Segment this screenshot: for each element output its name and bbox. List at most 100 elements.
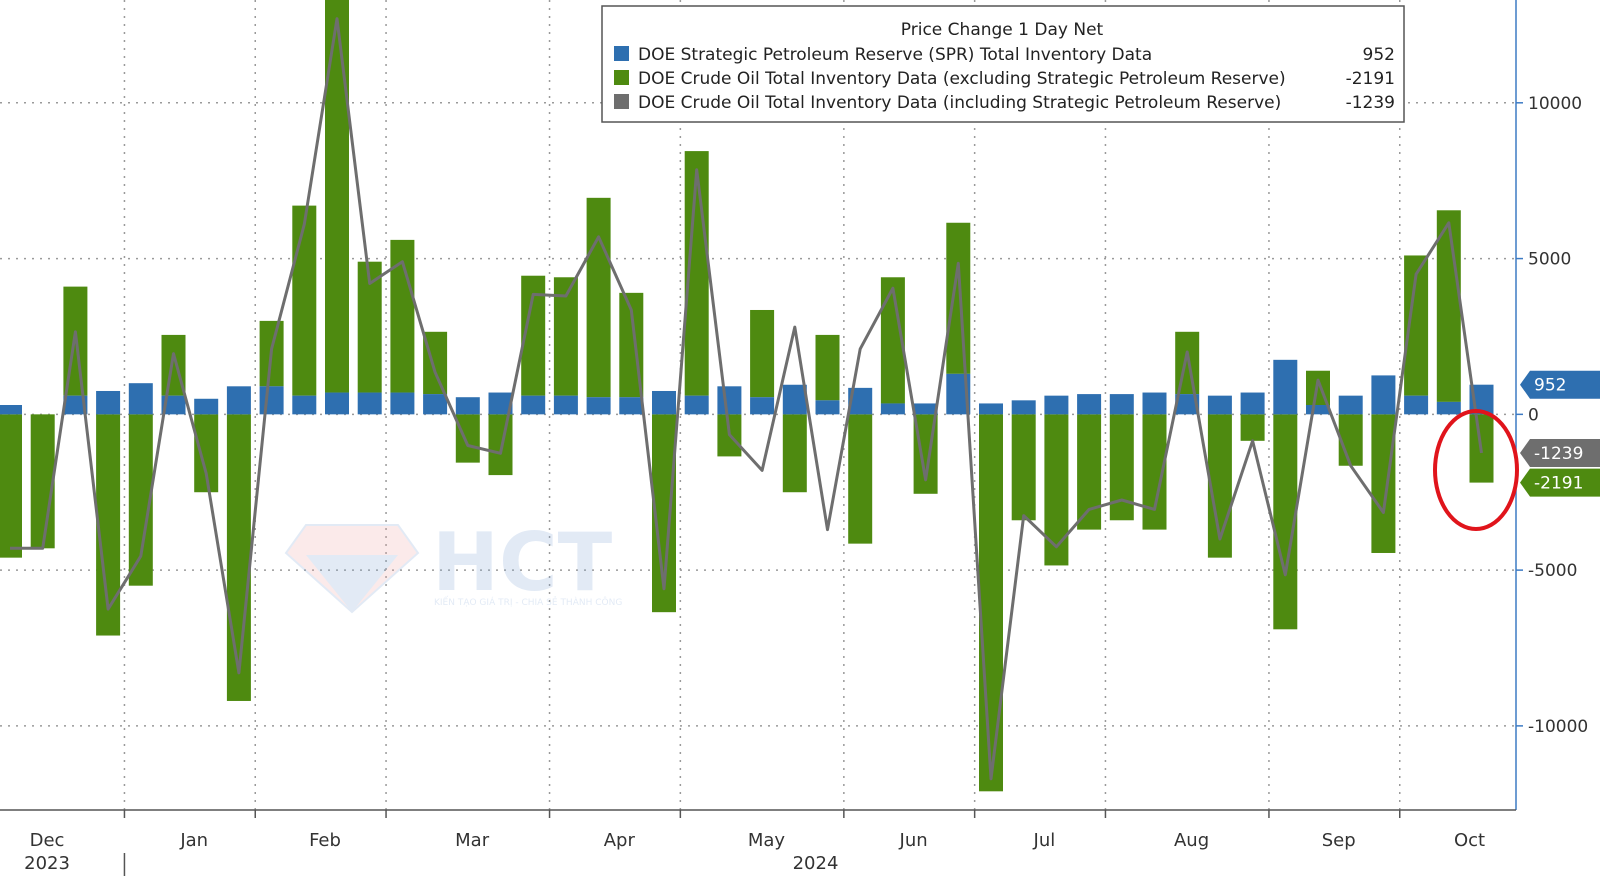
bar-excluding-spr: [226, 414, 251, 701]
bar-spr: [684, 395, 709, 415]
bar-excluding-spr: [325, 0, 349, 393]
bar-spr: [1142, 392, 1167, 415]
bar-excluding-spr: [1109, 414, 1134, 521]
bar-excluding-spr: [292, 205, 317, 396]
last-value-tag: 952: [1520, 370, 1600, 399]
bar-spr: [325, 392, 349, 415]
watermark-tagline: KIẾN TẠO GIÁ TRỊ - CHIA SẺ THÀNH CÔNG: [434, 596, 622, 608]
x-month-label: Oct: [1454, 830, 1485, 851]
bar-excluding-spr: [1371, 414, 1396, 553]
bar-spr: [390, 392, 415, 415]
bar-spr: [1109, 394, 1134, 415]
bar-spr: [979, 403, 1003, 415]
x-month-label: Mar: [455, 830, 490, 851]
bar-excluding-spr: [1240, 414, 1265, 441]
bar-spr: [913, 403, 938, 415]
x-year-label: 2023: [24, 853, 70, 874]
x-year-label: 2024: [793, 853, 839, 874]
x-month-label: May: [748, 830, 786, 851]
legend-series-value: -1239: [1346, 93, 1395, 113]
y-tick-label: 0: [1528, 405, 1539, 425]
bar-spr: [423, 394, 448, 415]
highlight-circle: [1433, 409, 1519, 531]
y-tick-label: 5000: [1528, 250, 1571, 270]
bar-spr: [717, 386, 742, 415]
bar-spr: [128, 383, 153, 415]
y-tick-label: 10000: [1528, 94, 1582, 114]
bar-spr: [1207, 395, 1232, 415]
x-month-label: Jul: [1033, 830, 1056, 851]
bar-excluding-spr: [0, 414, 22, 558]
x-month-label: Feb: [309, 830, 341, 851]
bar-excluding-spr: [488, 414, 513, 476]
legend-series-name: DOE Crude Oil Total Inventory Data (excl…: [638, 69, 1286, 89]
line-series: [10, 17, 1483, 781]
legend: Price Change 1 Day Net DOE Strategic Pet…: [601, 5, 1405, 123]
legend-box: [601, 5, 1405, 123]
bar-excluding-spr: [946, 222, 971, 374]
bar-spr: [1240, 392, 1265, 415]
bar-spr: [63, 395, 88, 415]
bar-spr: [357, 392, 382, 415]
bar-spr: [455, 397, 480, 415]
bar-excluding-spr: [815, 334, 840, 401]
x-month-label: Sep: [1322, 830, 1356, 851]
legend-series-value: -2191: [1346, 69, 1395, 89]
bar-spr: [815, 400, 840, 415]
x-month-label: Aug: [1174, 830, 1209, 851]
bar-spr: [619, 397, 644, 415]
legend-swatch: [614, 46, 629, 61]
bar-spr: [161, 395, 186, 415]
y-tick-label: -5000: [1528, 561, 1577, 581]
bar-excluding-spr: [1175, 331, 1200, 395]
bar-excluding-spr: [1338, 414, 1363, 466]
bar-spr: [0, 405, 22, 415]
legend-swatch: [614, 94, 629, 109]
x-month-label: Jan: [179, 830, 208, 851]
bar-spr: [96, 390, 121, 415]
bar-spr: [194, 398, 219, 415]
bar-spr: [750, 397, 775, 415]
bar-spr: [1273, 359, 1298, 415]
bar-excluding-spr: [1044, 414, 1069, 566]
legend-series-name: DOE Strategic Petroleum Reserve (SPR) To…: [638, 45, 1152, 65]
watermark-diamond-lower-icon: [306, 555, 398, 612]
bar-excluding-spr: [1077, 414, 1102, 530]
line-including-spr: [10, 17, 1483, 781]
last-value-tag: -2191: [1520, 468, 1600, 497]
legend-series-name: DOE Crude Oil Total Inventory Data (incl…: [638, 93, 1281, 113]
bar-excluding-spr: [979, 414, 1003, 792]
last-value-tag-label: -1239: [1534, 444, 1583, 464]
watermark-brand: HCT: [432, 516, 613, 609]
bar-spr: [292, 395, 317, 415]
legend-title: Price Change 1 Day Net: [901, 20, 1104, 40]
bar-spr: [226, 386, 251, 415]
bar-excluding-spr: [782, 414, 807, 493]
bar-spr: [782, 384, 807, 415]
bar-excluding-spr: [848, 414, 873, 544]
legend-swatch: [614, 70, 629, 85]
bar-excluding-spr: [1436, 210, 1461, 402]
bar-spr: [1306, 405, 1330, 415]
last-value-tag: -1239: [1520, 438, 1600, 467]
bar-spr: [880, 403, 905, 415]
legend-rows: DOE Strategic Petroleum Reserve (SPR) To…: [614, 45, 1395, 113]
y-tick-label: -10000: [1528, 717, 1588, 737]
x-month-label: Jun: [899, 830, 928, 851]
bar-spr: [488, 392, 513, 415]
watermark-diamond-icon: [284, 524, 420, 614]
bar-spr: [1338, 395, 1363, 415]
bar-spr: [1371, 375, 1396, 415]
bar-spr: [1436, 401, 1461, 415]
bar-spr: [1175, 394, 1200, 415]
last-value-tag-label: -2191: [1534, 474, 1583, 494]
x-month-label: Dec: [30, 830, 65, 851]
bar-spr: [586, 397, 611, 415]
bar-spr: [521, 395, 546, 415]
bar-excluding-spr: [455, 414, 480, 463]
bar-spr: [553, 395, 578, 415]
x-month-label: Apr: [604, 830, 636, 851]
legend-series-value: 952: [1363, 45, 1395, 65]
